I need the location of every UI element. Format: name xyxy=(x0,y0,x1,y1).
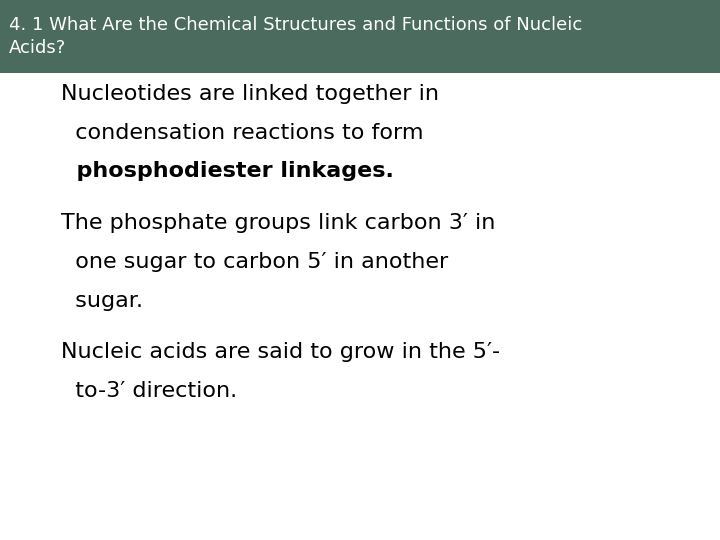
Text: Nucleic acids are said to grow in the 5′-: Nucleic acids are said to grow in the 5′… xyxy=(61,342,500,362)
Text: condensation reactions to form: condensation reactions to form xyxy=(61,123,423,143)
Text: 4. 1 What Are the Chemical Structures and Functions of Nucleic
Acids?: 4. 1 What Are the Chemical Structures an… xyxy=(9,16,582,57)
Text: one sugar to carbon 5′ in another: one sugar to carbon 5′ in another xyxy=(61,252,449,272)
Text: The phosphate groups link carbon 3′ in: The phosphate groups link carbon 3′ in xyxy=(61,213,495,233)
FancyBboxPatch shape xyxy=(0,0,720,73)
Text: phosphodiester linkages.: phosphodiester linkages. xyxy=(61,161,394,181)
Text: sugar.: sugar. xyxy=(61,291,143,310)
Text: Nucleotides are linked together in: Nucleotides are linked together in xyxy=(61,84,439,104)
Text: to-3′ direction.: to-3′ direction. xyxy=(61,381,238,401)
